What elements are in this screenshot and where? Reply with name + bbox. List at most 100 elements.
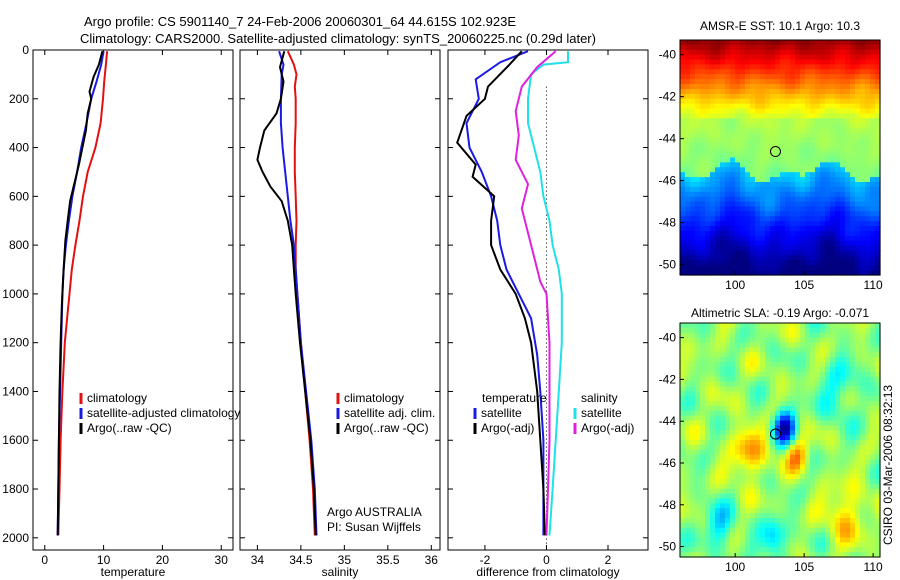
map-cell [815, 337, 821, 344]
map-cell [845, 376, 851, 383]
map-cell [815, 133, 821, 139]
map-cell [755, 381, 761, 387]
map-cell [810, 157, 816, 163]
map-cell [735, 118, 741, 124]
map-cell [855, 181, 861, 188]
map-cell [710, 54, 716, 61]
map-cell [820, 366, 826, 373]
map-cell [750, 226, 756, 232]
map-cell [810, 454, 816, 461]
map-cell [860, 133, 866, 139]
map-cell [710, 255, 716, 261]
map-cell [690, 108, 696, 115]
map-cell [710, 206, 716, 212]
map-cell [750, 493, 756, 500]
map-cell [845, 69, 851, 75]
map-cell [845, 362, 851, 368]
map-cell [740, 449, 746, 456]
map-cell [845, 167, 851, 173]
map-cell [870, 469, 876, 475]
map-cell [695, 488, 701, 495]
map-cell [820, 44, 826, 51]
map-cell [875, 469, 881, 475]
map-cell [850, 508, 856, 514]
map-cell [715, 108, 721, 115]
map-cell [735, 366, 741, 373]
map-cell [865, 177, 871, 183]
map-cell [825, 440, 831, 446]
map-cell [715, 337, 721, 344]
map-cell [785, 240, 791, 247]
map-cell [815, 88, 821, 95]
map-cell [730, 108, 736, 115]
map-cell [795, 206, 801, 212]
map-cell [860, 327, 866, 334]
map-cell [830, 381, 836, 387]
map-cell [835, 323, 841, 329]
map-cell [715, 444, 721, 451]
map-cell [685, 503, 691, 509]
map-cell [780, 532, 786, 539]
map-cell [770, 162, 776, 168]
map-cell [680, 44, 686, 51]
map-cell [790, 410, 796, 417]
map-cell [860, 513, 866, 519]
map-cell [795, 270, 801, 276]
map-cell [875, 250, 881, 257]
map-cell [770, 98, 776, 105]
map-cell [810, 396, 816, 402]
map-cell [780, 503, 786, 509]
map-cell [815, 386, 821, 392]
map-cell [835, 123, 841, 129]
map-cell [825, 401, 831, 407]
map-cell [805, 420, 811, 426]
map-cell [745, 211, 751, 217]
map-cell [680, 118, 686, 124]
map-cell [855, 133, 861, 139]
map-cell [735, 552, 741, 558]
map-cell [850, 469, 856, 475]
map-cell [740, 425, 746, 431]
map-cell [815, 196, 821, 203]
map-cell [820, 147, 826, 154]
map-cell [870, 49, 876, 56]
map-cell [835, 386, 841, 392]
map-cell [735, 332, 741, 339]
map-cell [745, 118, 751, 124]
map-cell [875, 230, 881, 237]
map-cell [725, 226, 731, 232]
map-cell [740, 206, 746, 212]
map-cell [690, 123, 696, 129]
map-cell [865, 147, 871, 154]
map-cell [810, 542, 816, 548]
map-cell [780, 152, 786, 159]
map-cell [740, 474, 746, 480]
map-cell [775, 186, 781, 193]
map-cell [755, 128, 761, 134]
map-cell [825, 352, 831, 358]
map-cell [705, 547, 711, 553]
map-cell [825, 191, 831, 198]
map-cell [875, 177, 881, 183]
map-cell [855, 391, 861, 397]
map-cell [730, 255, 736, 261]
map-cell [815, 503, 821, 509]
map-cell [710, 405, 716, 412]
map-cell [870, 401, 876, 407]
map-cell [860, 206, 866, 212]
map-cell [790, 84, 796, 90]
map-cell [715, 162, 721, 168]
map-cell [730, 93, 736, 100]
map-cell [800, 405, 806, 412]
map-cell [825, 59, 831, 66]
map-cell [810, 459, 816, 465]
map-cell [710, 483, 716, 490]
map-cell [725, 469, 731, 475]
map-cell [760, 435, 766, 441]
map-cell [790, 513, 796, 519]
map-cell [790, 167, 796, 173]
map-cell [715, 469, 721, 475]
map-cell [680, 396, 686, 402]
map-cell [750, 488, 756, 495]
map-cell [710, 226, 716, 232]
